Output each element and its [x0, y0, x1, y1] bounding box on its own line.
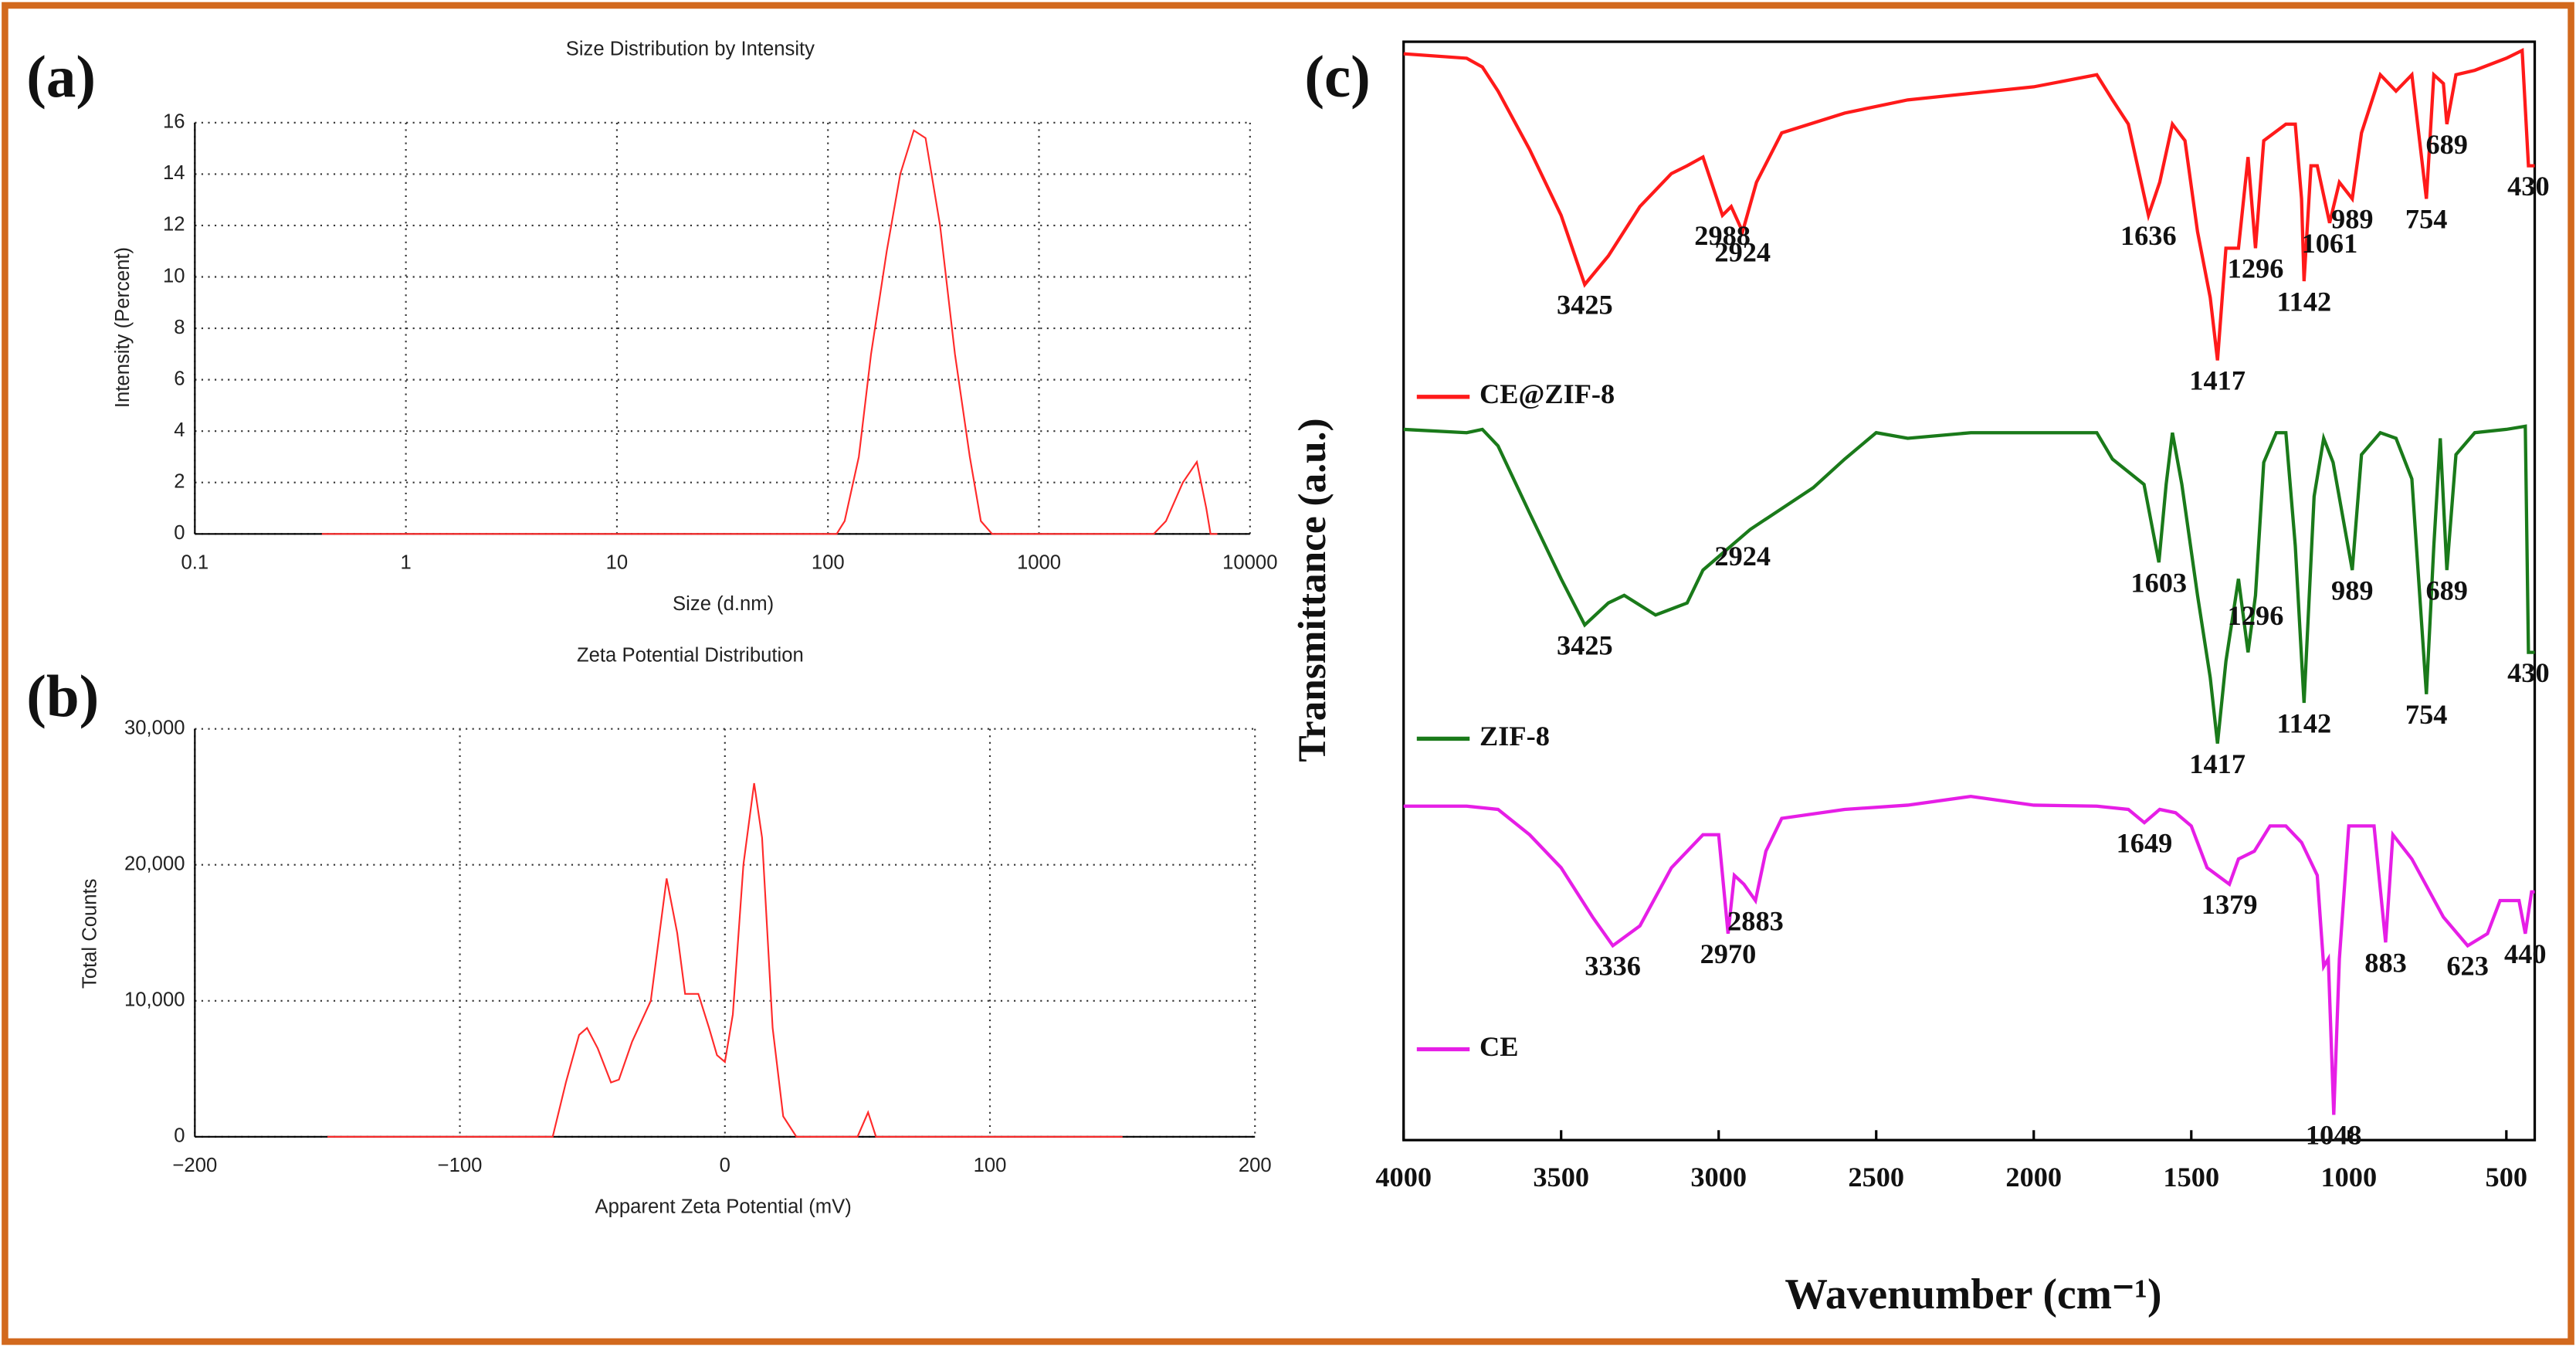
- peak-label: 623: [2446, 951, 2489, 982]
- y-tick-label: 20,000: [124, 853, 185, 874]
- y-axis-label: Intensity (Percent): [112, 247, 134, 408]
- y-tick-label: 0: [174, 522, 185, 544]
- x-tick-label: 200: [1239, 1155, 1272, 1176]
- y-axis-label: Total Counts: [79, 878, 100, 989]
- x-tick-label: 1000: [2320, 1162, 2377, 1193]
- legend-label: CE@ZIF-8: [1480, 378, 1615, 409]
- peak-label: 989: [2331, 575, 2374, 606]
- peak-label: 689: [2425, 575, 2468, 606]
- peak-label: 2988: [1694, 220, 1751, 251]
- peak-label: 430: [2507, 171, 2550, 202]
- peak-label: 3336: [1585, 951, 1641, 982]
- y-tick-label: 6: [174, 368, 185, 389]
- peak-label: 440: [2504, 938, 2547, 969]
- panel-label: (b): [26, 663, 99, 729]
- x-tick-label: 1500: [2163, 1162, 2219, 1193]
- panel-label: (c): [1304, 43, 1370, 110]
- peak-label: 1417: [2189, 748, 2246, 779]
- y-axis-label: Transmittance (a.u.): [1290, 418, 1334, 762]
- peak-label: 1296: [2228, 600, 2284, 631]
- chart-title: Size Distribution by Intensity: [566, 39, 815, 60]
- y-tick-label: 14: [163, 162, 185, 184]
- peak-label: 2883: [1727, 905, 1784, 936]
- peak-label: 689: [2425, 129, 2468, 160]
- peak-label: 2924: [1714, 236, 1771, 267]
- data-line: [321, 129, 1218, 535]
- y-tick-label: 10,000: [124, 989, 185, 1011]
- x-tick-label: 0.1: [181, 552, 209, 574]
- plot-frame: [1402, 40, 2537, 1142]
- x-tick-label: 0: [720, 1155, 730, 1176]
- data-line: [1403, 424, 2535, 744]
- x-tick-label: −100: [438, 1155, 483, 1176]
- x-tick-label: 100: [974, 1155, 1007, 1176]
- peak-label: 989: [2331, 204, 2374, 235]
- peak-label: 1296: [2228, 253, 2284, 284]
- peak-label: 1649: [2117, 827, 2173, 858]
- y-tick-label: 4: [174, 419, 185, 441]
- peak-label: 430: [2507, 657, 2550, 688]
- peak-label: 754: [2405, 699, 2448, 730]
- peak-label: 1379: [2201, 889, 2258, 920]
- peak-label: 1061: [2302, 228, 2358, 259]
- data-line: [1403, 48, 2535, 361]
- peak-label: 1142: [2277, 286, 2332, 317]
- peak-label: 754: [2405, 204, 2448, 235]
- y-tick-label: 30,000: [124, 717, 185, 738]
- data-line: [327, 782, 1123, 1138]
- x-tick-label: 500: [2486, 1162, 2528, 1193]
- x-tick-label: 1: [400, 552, 411, 574]
- legend-label: CE: [1480, 1031, 1519, 1062]
- y-tick-label: 0: [174, 1125, 185, 1147]
- peak-label: 1636: [2120, 220, 2177, 251]
- y-tick-label: 12: [163, 214, 185, 236]
- peak-label: 3425: [1557, 629, 1613, 660]
- peak-label: 2924: [1714, 541, 1771, 572]
- x-tick-label: 100: [812, 552, 845, 574]
- x-tick-label: 10: [606, 552, 629, 574]
- peak-label: 3425: [1557, 290, 1613, 321]
- peak-label: 1417: [2189, 365, 2246, 396]
- chart-title: Zeta Potential Distribution: [577, 644, 804, 666]
- x-tick-label: 2500: [1848, 1162, 1904, 1193]
- x-tick-label: 1000: [1017, 552, 1061, 574]
- x-tick-label: 10000: [1222, 552, 1277, 574]
- data-line: [1403, 794, 2535, 1115]
- y-tick-label: 16: [163, 111, 185, 133]
- y-tick-label: 2: [174, 471, 185, 493]
- x-tick-label: 3000: [1690, 1162, 1747, 1193]
- legend-label: ZIF-8: [1480, 721, 1550, 752]
- x-tick-label: 3500: [1533, 1162, 1589, 1193]
- peak-label: 1142: [2277, 707, 2332, 738]
- chart: (b) Zeta Potential Distribution Apparent Z…: [26, 644, 1271, 1217]
- peak-label: 1048: [2306, 1120, 2362, 1151]
- x-tick-label: 4000: [1375, 1162, 1432, 1193]
- x-axis-label: Apparent Zeta Potential (mV): [595, 1196, 852, 1218]
- x-axis-label: Wavenumber (cm⁻¹): [1785, 1271, 2161, 1318]
- panel-label: (a): [26, 43, 96, 110]
- x-tick-label: −200: [172, 1155, 217, 1176]
- x-axis-label: Size (d.nm): [673, 593, 774, 615]
- peak-label: 883: [2364, 947, 2407, 978]
- chart: (c) Wavenumber (cm⁻¹) Transmittance (a.u.)…: [1290, 40, 2550, 1318]
- peak-label: 2970: [1700, 938, 1757, 969]
- y-tick-label: 10: [163, 265, 185, 287]
- x-tick-label: 2000: [2005, 1162, 2062, 1193]
- peak-label: 1603: [2130, 567, 2187, 598]
- y-tick-label: 8: [174, 317, 185, 338]
- chart: (a) Size Distribution by Intensity Size (d…: [26, 39, 1277, 616]
